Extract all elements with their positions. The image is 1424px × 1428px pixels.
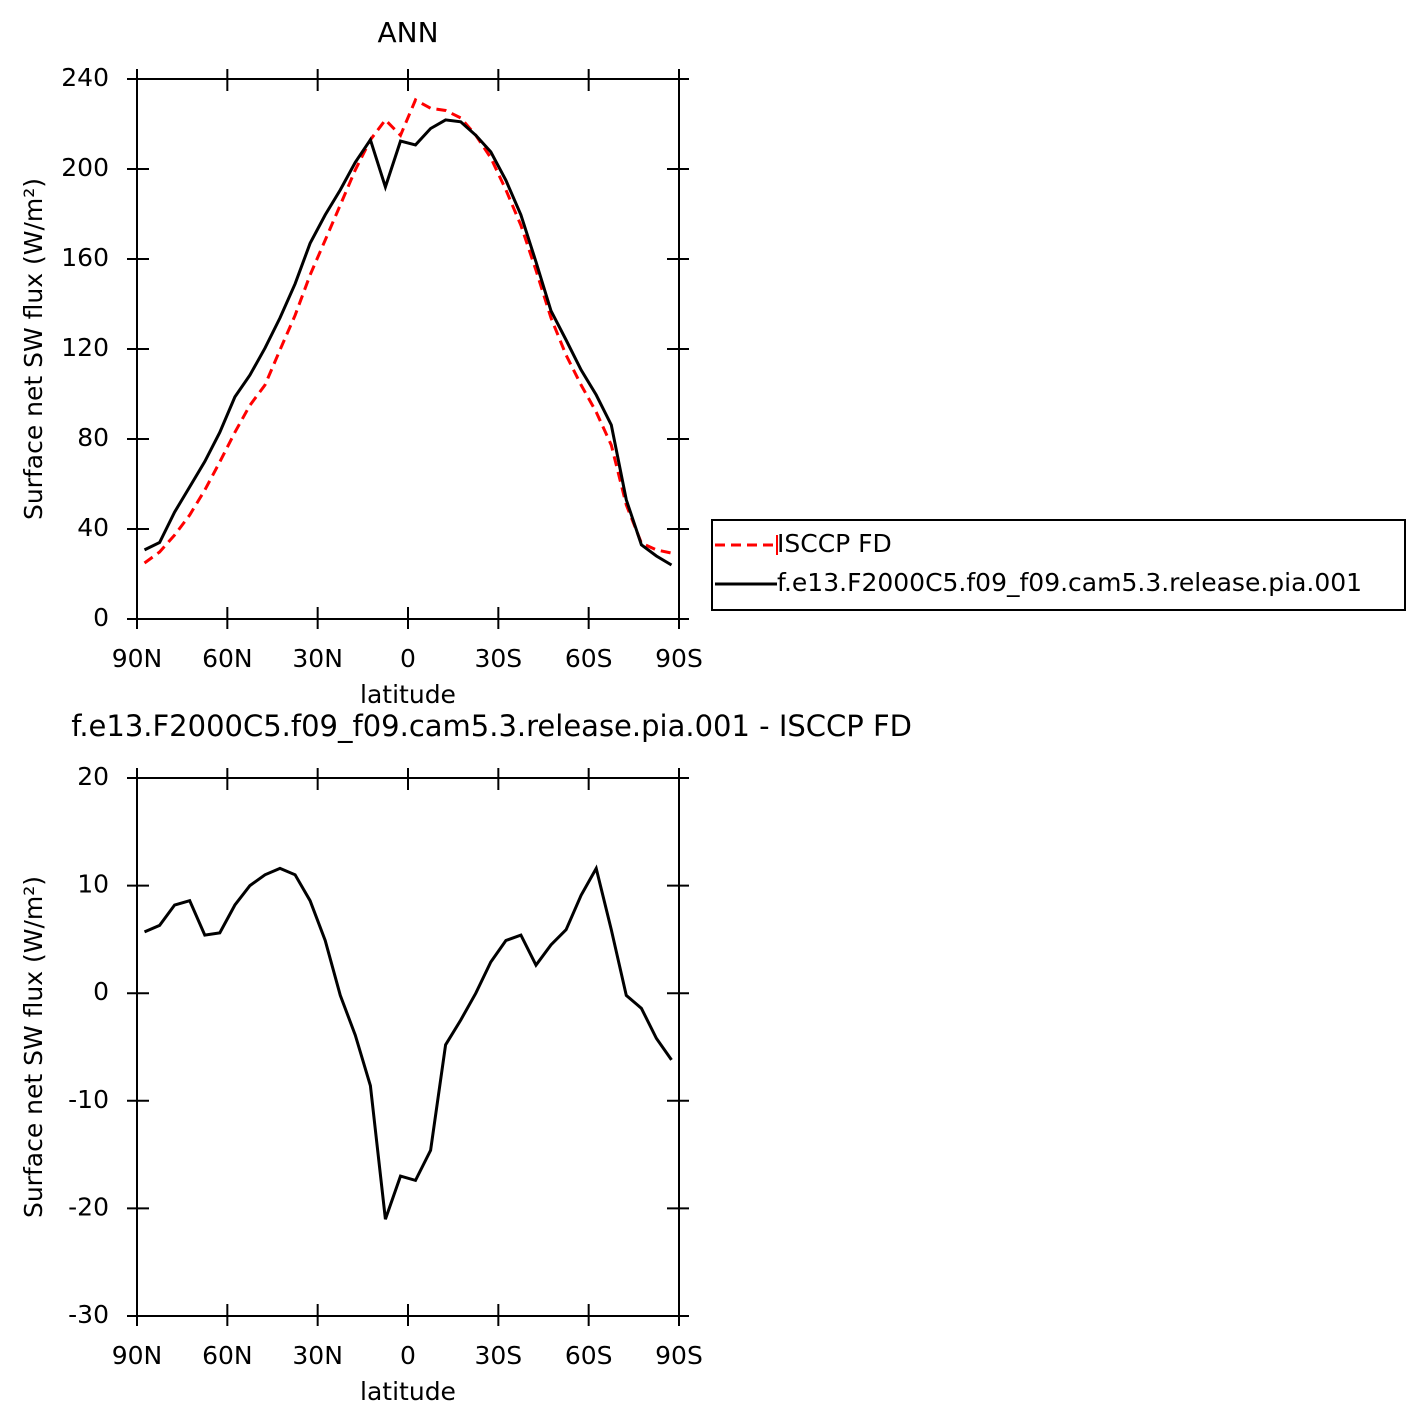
y-tick-label: 10 <box>77 870 109 899</box>
x-tick-label: 90N <box>112 644 163 673</box>
x-tick-label: 30S <box>474 644 522 673</box>
x-tick-label: 30N <box>292 644 343 673</box>
x-tick-label: 90N <box>112 1341 163 1370</box>
x-tick-label: 60N <box>202 1341 253 1370</box>
data-line <box>143 118 673 567</box>
legend-box <box>711 519 1406 611</box>
y-tick-label: 240 <box>61 63 109 92</box>
legend-label: f.e13.F2000C5.f09_f09.cam5.3.release.pia… <box>777 568 1362 597</box>
plot-frame <box>136 777 680 1317</box>
plot-frame <box>136 78 680 620</box>
x-tick-label: 90S <box>655 644 703 673</box>
y-tick-label: -20 <box>68 1192 109 1221</box>
legend-label: ISCCP FD <box>777 529 892 558</box>
y-tick-label: 160 <box>61 243 109 272</box>
y-axis-label: Surface net SW flux (W/m²) <box>19 178 48 520</box>
y-tick-label: 120 <box>61 333 109 362</box>
x-tick-label: 30S <box>474 1341 522 1370</box>
chart-title: f.e13.F2000C5.f09_f09.cam5.3.release.pia… <box>71 709 912 743</box>
y-tick-label: 200 <box>61 153 109 182</box>
y-tick-label: 80 <box>77 423 109 452</box>
x-tick-label: 60S <box>565 644 613 673</box>
y-tick-label: 20 <box>77 762 109 791</box>
y-tick-label: 0 <box>93 977 109 1006</box>
x-tick-label: 0 <box>400 1341 416 1370</box>
y-tick-label: 40 <box>77 513 109 542</box>
y-axis-label: Surface net SW flux (W/m²) <box>19 876 48 1218</box>
x-tick-label: 30N <box>292 1341 343 1370</box>
y-tick-label: 0 <box>93 603 109 632</box>
x-tick-label: 90S <box>655 1341 703 1370</box>
x-tick-label: 60S <box>565 1341 613 1370</box>
y-tick-label: -30 <box>68 1300 109 1329</box>
y-tick-label: -10 <box>68 1085 109 1114</box>
chart-title: ANN <box>377 16 438 49</box>
data-line <box>143 97 672 565</box>
x-tick-label: 0 <box>400 644 416 673</box>
x-axis-label: latitude <box>360 680 456 709</box>
x-axis-label: latitude <box>360 1377 456 1406</box>
data-line <box>143 864 673 1220</box>
x-tick-label: 60N <box>202 644 253 673</box>
